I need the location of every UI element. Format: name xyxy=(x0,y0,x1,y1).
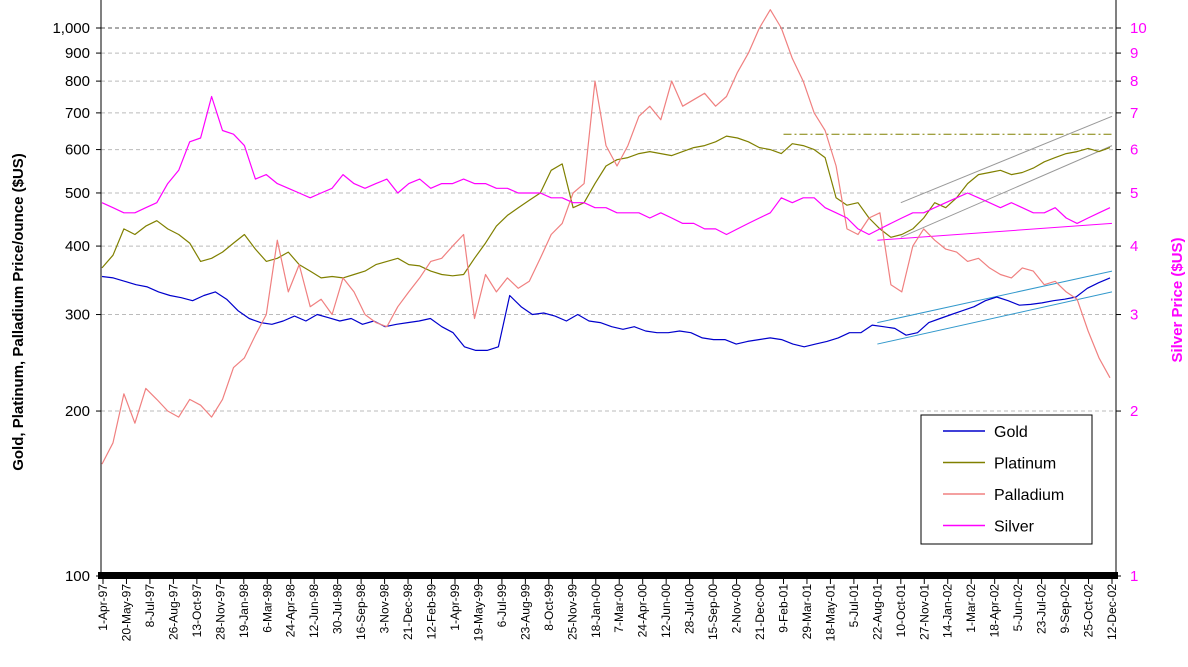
x-tick-label-17: 6-Jul-99 xyxy=(495,584,509,628)
axes xyxy=(98,0,1118,579)
left-tick-label-5: 600 xyxy=(65,142,90,159)
x-tick-label-6: 19-Jan-98 xyxy=(237,584,251,638)
x-tick-label-19: 8-Oct-99 xyxy=(542,584,556,631)
right-tick-label-3: 4 xyxy=(1130,238,1138,255)
left-tick-label-0: 100 xyxy=(65,568,90,585)
right-axis-ticks: 1 2 3 4 5 6 7 8 9 10 xyxy=(1116,20,1147,585)
x-tick-label-28: 21-Dec-00 xyxy=(753,584,767,640)
left-tick-label-4: 500 xyxy=(65,185,90,202)
x-axis-ticks: 1-Apr-97 20-May-97 8-Jul-97 26-Aug-97 13-Oct… xyxy=(96,579,1119,641)
x-tick-label-42: 25-Oct-02 xyxy=(1082,584,1096,638)
x-tick-label-38: 18-Apr-02 xyxy=(988,584,1002,638)
series-line-gold xyxy=(101,275,1111,351)
x-tick-label-5: 28-Nov-97 xyxy=(213,584,227,640)
x-tick-label-9: 12-Jun-98 xyxy=(307,584,321,638)
right-tick-label-6: 7 xyxy=(1130,105,1138,122)
x-tick-label-8: 24-Apr-98 xyxy=(284,584,298,638)
left-axis-ticks: 100 200 300 400 500 600 700 800 900 1,000 xyxy=(52,20,101,585)
x-tick-label-13: 21-Dec-98 xyxy=(401,584,415,640)
left-tick-label-2: 300 xyxy=(65,307,90,324)
x-tick-label-15: 1-Apr-99 xyxy=(448,584,462,631)
trend-annotations xyxy=(783,115,1113,345)
x-tick-label-11: 16-Sep-98 xyxy=(354,584,368,640)
x-tick-label-20: 25-Nov-99 xyxy=(565,584,579,640)
x-tick-label-27: 2-Nov-00 xyxy=(730,584,744,634)
x-tick-label-16: 19-May-99 xyxy=(471,584,485,642)
right-tick-label-9: 10 xyxy=(1130,20,1147,37)
x-tick-label-2: 8-Jul-97 xyxy=(143,584,157,628)
x-tick-label-29: 9-Feb-01 xyxy=(776,584,790,633)
x-tick-label-33: 22-Aug-01 xyxy=(870,584,884,640)
legend-label-palladium: Palladium xyxy=(994,487,1064,504)
trend-line-5 xyxy=(877,222,1113,241)
series-line-platinum xyxy=(101,135,1111,279)
x-tick-label-34: 10-Oct-01 xyxy=(894,584,908,638)
x-tick-label-3: 26-Aug-97 xyxy=(166,584,180,640)
x-tick-label-18: 23-Aug-99 xyxy=(518,584,532,640)
x-tick-label-36: 14-Jan-02 xyxy=(941,584,955,638)
x-tick-label-14: 12-Feb-99 xyxy=(425,584,439,640)
trend-line-4 xyxy=(877,291,1113,345)
x-tick-label-12: 3-Nov-98 xyxy=(378,584,392,634)
series-line-palladium xyxy=(101,9,1111,465)
left-tick-label-1: 200 xyxy=(65,403,90,420)
x-tick-label-24: 12-Jun-00 xyxy=(659,584,673,638)
left-tick-label-6: 700 xyxy=(65,105,90,122)
right-tick-label-1: 2 xyxy=(1130,403,1138,420)
right-tick-label-5: 6 xyxy=(1130,142,1138,159)
legend: Gold Platinum Palladium Silver xyxy=(920,414,1093,545)
x-tick-label-25: 28-Jul-00 xyxy=(683,584,697,634)
gridlines xyxy=(101,27,1116,412)
left-axis-title: Gold, Platinum, Palladium Price/ounce ($… xyxy=(10,153,27,471)
legend-label-gold: Gold xyxy=(994,424,1028,441)
x-tick-label-40: 23-Jul-02 xyxy=(1035,584,1049,634)
legend-label-platinum: Platinum xyxy=(994,456,1056,473)
x-axis-bar xyxy=(98,572,1118,579)
series-lines xyxy=(101,9,1111,465)
left-tick-label-3: 400 xyxy=(65,238,90,255)
x-tick-label-43: 12-Dec-02 xyxy=(1105,584,1119,640)
left-tick-label-7: 800 xyxy=(65,73,90,90)
x-tick-label-39: 5-Jun-02 xyxy=(1011,584,1025,632)
x-tick-label-31: 18-May-01 xyxy=(823,584,837,642)
x-tick-label-23: 24-Apr-00 xyxy=(636,584,650,638)
x-tick-label-1: 20-May-97 xyxy=(119,584,133,642)
right-axis-title: Silver Price ($US) xyxy=(1169,237,1186,362)
x-tick-label-10: 30-Jul-98 xyxy=(331,584,345,634)
right-tick-label-8: 9 xyxy=(1130,45,1138,62)
series-line-silver xyxy=(101,95,1111,236)
x-tick-label-32: 5-Jul-01 xyxy=(847,584,861,628)
left-tick-label-9: 1,000 xyxy=(52,20,90,37)
trend-line-2 xyxy=(900,145,1113,238)
x-tick-label-21: 18-Jan-00 xyxy=(589,584,603,638)
right-tick-label-4: 5 xyxy=(1130,185,1138,202)
legend-label-silver: Silver xyxy=(994,519,1035,536)
trend-line-1 xyxy=(900,115,1113,204)
x-tick-label-7: 6-Mar-98 xyxy=(260,584,274,633)
x-tick-label-35: 27-Nov-01 xyxy=(917,584,931,640)
trend-line-3 xyxy=(877,270,1113,324)
left-tick-label-8: 900 xyxy=(65,45,90,62)
x-tick-label-30: 29-Mar-01 xyxy=(800,584,814,640)
x-tick-label-26: 15-Sep-00 xyxy=(706,584,720,640)
legend-box xyxy=(920,414,1093,545)
x-tick-label-22: 7-Mar-00 xyxy=(612,584,626,633)
right-tick-label-0: 1 xyxy=(1130,568,1138,585)
x-tick-label-37: 1-Mar-02 xyxy=(964,584,978,633)
x-tick-label-4: 13-Oct-97 xyxy=(190,584,204,638)
right-tick-label-7: 8 xyxy=(1130,73,1138,90)
x-tick-label-0: 1-Apr-97 xyxy=(96,584,110,631)
x-tick-label-41: 9-Sep-02 xyxy=(1058,584,1072,634)
right-tick-label-2: 3 xyxy=(1130,307,1138,324)
